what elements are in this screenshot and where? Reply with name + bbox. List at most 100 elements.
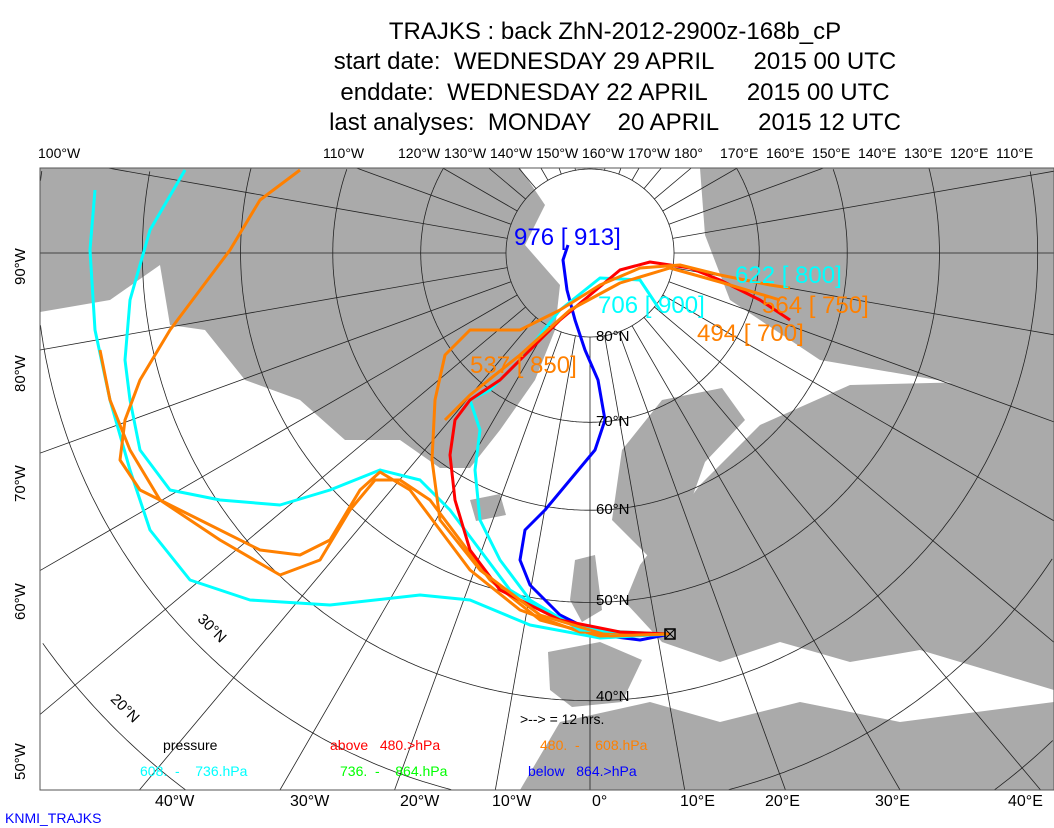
land-scandinavia (612, 388, 745, 560)
trajectory-label: 622 [ 800] (735, 262, 842, 289)
trajectory-line (88, 189, 671, 640)
parallel-50 (240, 168, 590, 603)
left-lon-label: 70°W (12, 465, 29, 502)
lat-label: 40°N (596, 688, 630, 705)
top-lon-label: 160°E (766, 145, 805, 161)
trajectory-line (430, 263, 791, 638)
trajectory-line (123, 169, 671, 638)
meridian (631, 325, 901, 790)
meridian (40, 267, 508, 351)
meridian (631, 168, 640, 181)
parallel-20 (994, 740, 1053, 790)
land-europe (625, 380, 1054, 690)
bottom-lon-label: 30°W (290, 793, 330, 810)
title-line-4: last analyses: MONDAY 20 APRIL 2015 12 U… (329, 109, 901, 136)
legend-title: pressure (163, 737, 218, 753)
left-lon-label: 60°W (12, 583, 29, 620)
land-africa (520, 702, 1054, 790)
trajectory-line (98, 349, 671, 638)
land-iberia (548, 642, 642, 707)
legend-orange: 480. - 608.hPa (540, 737, 648, 753)
land-north-america (40, 168, 560, 468)
meridian (668, 281, 1054, 423)
trajectory-label: 494 [ 700] (697, 320, 804, 347)
top-lon-label: 150°W (536, 145, 579, 161)
meridian (662, 294, 1054, 522)
top-lon-label: 160°W (582, 145, 625, 161)
meridian (604, 335, 686, 790)
arrow-interval-note: >--> = 12 hrs. (520, 711, 605, 727)
trajectories (88, 168, 791, 642)
bottom-lon-label: 40°W (155, 793, 195, 810)
meridian (40, 306, 526, 715)
top-lon-label: 110°W (323, 145, 365, 161)
left-lon-label: 90°W (12, 248, 29, 285)
bottom-lon-label: 10°E (680, 793, 715, 810)
bottom-lon-label: 20°W (400, 793, 440, 810)
top-lon-label: 120°E (950, 145, 989, 161)
top-lon-label: 110°E (996, 145, 1034, 161)
meridian (654, 168, 692, 200)
end-point-marker (664, 628, 676, 640)
trajectory-label: 537 [ 850] (470, 352, 577, 379)
lat-label: 60°N (596, 501, 630, 518)
legend-green: 736. - 864.hPa (340, 763, 448, 779)
lat-label: 70°N (596, 413, 630, 430)
meridian (654, 306, 1054, 643)
parallel-40 (589, 171, 1039, 702)
meridian (643, 317, 1041, 790)
parallel-60 (332, 169, 590, 511)
bottom-lon-label: 40°E (1008, 793, 1043, 810)
top-lon-label: 130°W (444, 145, 487, 161)
top-lon-label: 170°E (720, 145, 759, 161)
legend-cyan: 608. - 736.hPa (140, 763, 248, 779)
lat-label: 50°N (596, 592, 630, 609)
meridian (40, 294, 518, 571)
footer-label: KNMI_TRAJKS (5, 810, 102, 826)
bottom-lon-label: 10°W (492, 793, 532, 810)
title-line-3: enddate: WEDNESDAY 22 APRIL 2015 00 UTC (340, 79, 890, 106)
bottom-lon-label: 0° (592, 793, 608, 810)
top-lon-label: 180° (674, 145, 703, 161)
meridian (488, 168, 526, 200)
meridian (494, 335, 576, 790)
parallel-20 (42, 643, 186, 790)
meridian (442, 168, 518, 212)
meridian (618, 331, 786, 790)
top-lon-label: 140°W (490, 145, 533, 161)
land-masses (40, 168, 1054, 790)
parallel-30 (40, 171, 43, 181)
top-lon-label: 170°W (628, 145, 671, 161)
parallel-40 (141, 171, 591, 702)
title-line-1: TRAJKS : back ZhN-2012-2900z-168b_cP (388, 18, 842, 45)
bottom-lon-label: 30°E (875, 793, 910, 810)
trajectory-line (443, 266, 781, 422)
legend-red: above 480.>hPa (330, 737, 441, 753)
parallel-30 (40, 325, 452, 790)
parallel-60 (590, 169, 848, 511)
top-lon-label: 130°E (904, 145, 943, 161)
trajectory-label: 706 [ 900] (598, 292, 705, 319)
parallel-30 (728, 558, 1053, 790)
meridian (540, 168, 549, 181)
meridian (618, 168, 622, 175)
meridian (662, 168, 738, 212)
left-lon-label: 80°W (12, 355, 29, 392)
top-lon-label: 120°W (398, 145, 441, 161)
meridian (672, 170, 1054, 239)
land-britain (570, 555, 602, 622)
bottom-lon-label: 20°E (765, 793, 800, 810)
meridian (558, 168, 562, 175)
trajectory-line (118, 168, 671, 636)
meridian (356, 168, 512, 225)
lat-label: 80°N (596, 328, 630, 345)
title-line-2: start date: WEDNESDAY 29 APRIL 2015 00 U… (333, 48, 897, 75)
trajectory-line (468, 276, 671, 636)
trajectory-label: 976 [ 913] (514, 224, 621, 251)
parallel-50 (590, 168, 940, 603)
left-lon-label: 50°W (12, 743, 29, 780)
meridian (279, 325, 549, 790)
meridian (668, 168, 824, 225)
